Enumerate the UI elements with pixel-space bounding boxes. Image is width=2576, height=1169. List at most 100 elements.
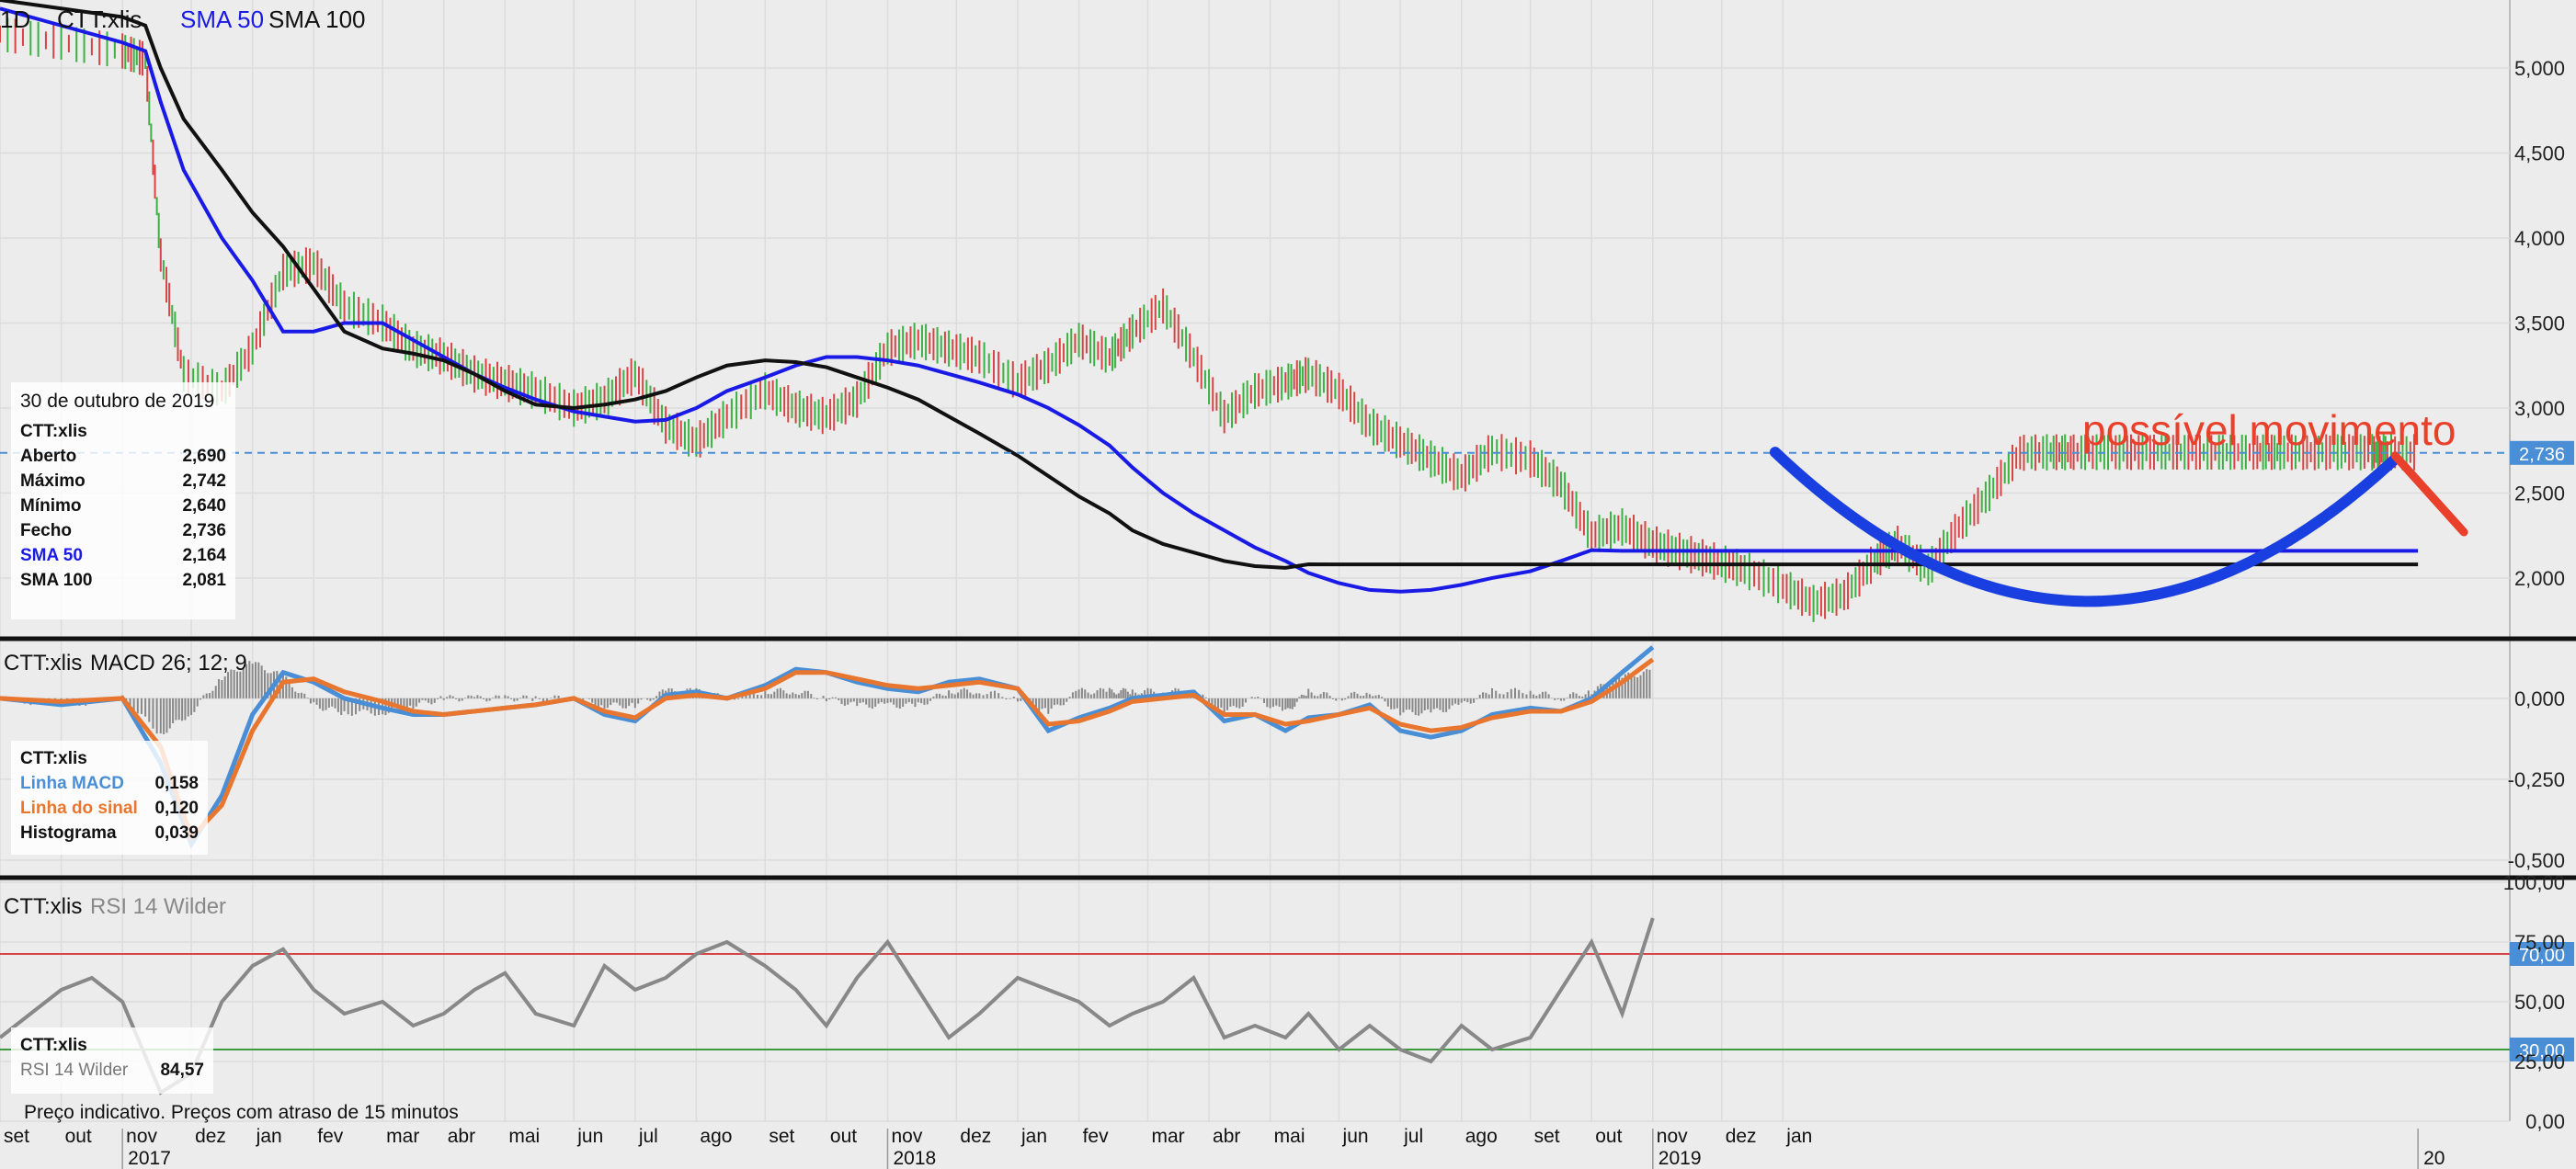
y-tick-label: 2,500 (2514, 482, 2565, 505)
red-move-line (2390, 451, 2468, 537)
x-month-label: jul (1403, 1126, 1423, 1147)
rsi-level-label: 70,00 (2519, 946, 2565, 966)
x-month-label: out (830, 1126, 857, 1147)
macd-panel (0, 645, 1655, 849)
grid-lines (0, 0, 2511, 1122)
macd-info-symbol: CTT:xlis (20, 749, 87, 768)
info-value-open: 2,690 (182, 447, 226, 466)
x-month-label: nov (891, 1126, 922, 1147)
y-tick-label: 0,000 (2514, 687, 2565, 710)
x-month-label: abr (1213, 1126, 1240, 1147)
macd-info-box: CTT:xlis Linha MACD 0,158 Linha do sinal 0… (11, 741, 208, 855)
x-month-label: jul (638, 1126, 658, 1147)
interval-label[interactable]: 1D (0, 6, 30, 33)
x-year-label: 2018 (893, 1148, 936, 1169)
rsi-level-badge (2510, 942, 2574, 966)
x-year-label: 2019 (1658, 1148, 1702, 1169)
x-year-label: 2017 (128, 1148, 171, 1169)
y-tick-label: 50,00 (2514, 991, 2565, 1014)
y-tick-label: 3,500 (2514, 312, 2565, 335)
macd-info-label-line: Linha MACD (20, 774, 124, 793)
u-curve-annotation (1769, 447, 2401, 607)
x-year-label: 20 (2423, 1148, 2445, 1169)
y-tick-label: -0,500 (2508, 849, 2565, 872)
x-month-label: nov (1657, 1126, 1688, 1147)
rsi-level-label: 30,00 (2519, 1041, 2565, 1061)
x-month-label: jan (256, 1126, 282, 1147)
x-month-label: jan (1020, 1126, 1047, 1147)
x-month-label: jan (1785, 1126, 1812, 1147)
x-month-label: out (1595, 1126, 1622, 1147)
x-month-label: jun (1342, 1126, 1369, 1147)
rsi-info-box: CTT:xlis RSI 14 Wilder 84,57 (11, 1027, 213, 1094)
signal-line (0, 657, 1655, 843)
info-value-sma100: 2,081 (182, 571, 226, 590)
x-month-label: ago (700, 1126, 732, 1147)
macd-info-value-signal: 0,120 (154, 799, 199, 818)
rsi-info-symbol: CTT:xlis (20, 1036, 87, 1055)
x-month-label: fev (317, 1126, 344, 1147)
y-tick-label: 3,000 (2514, 397, 2565, 420)
y-tick-label: 4,500 (2514, 142, 2565, 165)
macd-info-label-signal: Linha do sinal (20, 799, 138, 818)
y-tick-label: 75,00 (2514, 931, 2565, 954)
x-month-label: out (65, 1126, 92, 1147)
info-label-high: Máximo (20, 471, 85, 491)
x-month-label: jun (576, 1126, 603, 1147)
y-tick-label: 4,000 (2514, 227, 2565, 250)
rsi-line (0, 917, 1655, 1095)
x-month-label: mai (1274, 1126, 1305, 1147)
macd-info-value-hist: 0,039 (154, 823, 199, 843)
x-month-label: mar (1151, 1126, 1184, 1147)
x-month-label: mar (386, 1126, 419, 1147)
footer-note: Preço indicativo. Preços com atraso de 1… (24, 1102, 459, 1123)
info-value-low: 2,640 (182, 496, 226, 516)
rsi-level-badge (2510, 1038, 2574, 1061)
y-tick-label: 25,00 (2514, 1050, 2565, 1073)
axes: 5,0004,5004,0003,5003,0002,5002,0000,000… (0, 57, 2576, 1169)
last-price-label: 2,736 (2519, 445, 2565, 465)
sma100-line (0, 0, 2419, 570)
info-value-close: 2,736 (182, 521, 226, 540)
rsi-panel-symbol: CTT:xlis (4, 894, 82, 919)
x-month-label: dez (195, 1126, 226, 1147)
x-month-label: nov (126, 1126, 157, 1147)
info-label-sma100: SMA 100 (20, 571, 93, 590)
y-tick-label: 100,00 (2503, 871, 2565, 894)
x-month-label: set (1534, 1126, 1560, 1147)
info-label-low: Mínimo (20, 496, 82, 516)
macd-panel-title[interactable]: MACD 26; 12; 9 (90, 651, 247, 675)
x-month-label: ago (1465, 1126, 1498, 1147)
x-month-label: abr (448, 1126, 475, 1147)
annotation-text: possível movimento (2082, 406, 2456, 454)
x-month-label: mai (508, 1126, 540, 1147)
last-price-badge (2510, 440, 2574, 465)
info-value-sma50: 2,164 (182, 546, 226, 565)
x-month-label: set (769, 1126, 794, 1147)
info-label-close: Fecho (20, 521, 72, 540)
sma50-line (0, 6, 2419, 594)
rsi-panel-title[interactable]: RSI 14 Wilder (90, 894, 226, 919)
macd-panel-symbol: CTT:xlis (4, 651, 82, 675)
y-tick-label: 2,000 (2514, 567, 2565, 590)
macd-info-label-hist: Histograma (20, 823, 117, 843)
rsi-info-label: RSI 14 Wilder (20, 1061, 129, 1080)
y-tick-label: -0,250 (2508, 768, 2565, 791)
x-month-label: dez (1726, 1126, 1757, 1147)
symbol-label[interactable]: CTT:xlis (57, 6, 142, 33)
price-panel: 2,736 (0, 0, 2574, 622)
macd-info-value-line: 0,158 (154, 774, 199, 793)
rsi-panel: 70,00 30,00 (0, 917, 2574, 1095)
y-tick-label: 0,00 (2525, 1110, 2565, 1133)
x-month-label: dez (960, 1126, 991, 1147)
x-month-label: set (4, 1126, 29, 1147)
info-symbol: CTT:xlis (20, 422, 87, 441)
info-date: 30 de outubro de 2019 (20, 391, 215, 412)
price-info-box: 30 de outubro de 2019 CTT:xlis Aberto 2,6… (11, 382, 235, 619)
rsi-info-value: 84,57 (160, 1061, 204, 1080)
sma50-legend[interactable]: SMA 50 (180, 6, 264, 33)
info-label-sma50: SMA 50 (20, 546, 83, 565)
info-value-high: 2,742 (182, 471, 226, 491)
sma100-legend[interactable]: SMA 100 (268, 6, 366, 33)
